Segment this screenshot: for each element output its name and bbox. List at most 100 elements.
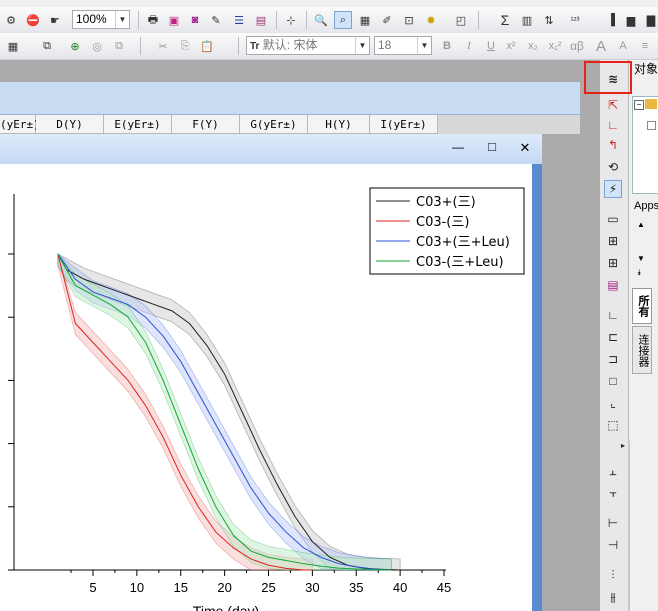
frame-l-icon[interactable]: ∟ — [607, 308, 619, 322]
separator — [238, 37, 239, 55]
pointer-icon[interactable]: ☛ — [50, 14, 60, 27]
layer-frame-icon[interactable]: ▭ — [607, 212, 619, 226]
format-toolbar: ▦ ⧉ ⊕ ◎ ⧉ ✂ ⎘ 📋 Tr 默认: 宋体 ▼ 18 ▼ B I U x… — [0, 33, 658, 60]
window-icon[interactable]: ▣ — [168, 14, 180, 27]
rescale-red-icon[interactable]: ⇱ — [607, 98, 619, 112]
axis-red-icon[interactable]: ∟ — [607, 118, 619, 132]
notes-icon[interactable]: ✎ — [211, 14, 221, 27]
series-line — [57, 253, 313, 571]
chevron-down-icon[interactable]: ▼ — [355, 37, 369, 54]
results-icon[interactable]: ▦ — [359, 14, 371, 27]
more-tools-icon[interactable]: ▸ — [620, 440, 625, 450]
close-button[interactable]: ✕ — [519, 140, 531, 155]
chevron-down-icon[interactable]: ▼ — [115, 11, 129, 28]
scroll-down-icon[interactable]: ▼ — [637, 254, 645, 263]
sigma-icon[interactable]: Σ — [500, 12, 510, 28]
grow-font-button[interactable]: A — [595, 37, 606, 55]
sort-icon[interactable]: ⇅ — [544, 14, 554, 27]
bar-plot-icon[interactable]: ▆ — [626, 14, 636, 27]
greek-button[interactable]: αβ — [570, 39, 584, 53]
worksheet-icon[interactable]: ☰ — [234, 14, 244, 27]
panel-title: 对象 — [634, 62, 658, 76]
run-script-icon[interactable]: ⚙ — [6, 14, 16, 27]
supsub-button[interactable]: x₁² — [548, 40, 562, 52]
layer-icon[interactable]: ⧉ — [43, 39, 51, 52]
frame-full-icon[interactable]: □ — [609, 374, 617, 388]
worksheet-titlebar[interactable] — [0, 82, 580, 115]
distribute-icon[interactable]: ⫶ — [611, 567, 615, 582]
frame-dashed-icon[interactable]: ⬚ — [607, 418, 619, 432]
align-icon[interactable]: ≡ — [641, 40, 649, 52]
scroll-end-icon[interactable]: ⯯ — [637, 268, 642, 277]
distribute-2-icon[interactable]: ⫵ — [610, 589, 616, 604]
column-header[interactable]: I(yEr±) — [370, 115, 438, 134]
stacked-plot-icon[interactable]: ▇ — [646, 14, 656, 27]
tab-all[interactable]: 所有 — [632, 288, 652, 324]
align-right-icon[interactable]: ⊣ — [607, 538, 619, 552]
layout-icon[interactable]: ◙ — [191, 14, 199, 26]
tab-connectors[interactable]: 连接器 — [632, 326, 652, 374]
align-left-icon[interactable]: ⊢ — [607, 516, 619, 530]
data-selector-icon[interactable]: ≋ — [607, 72, 619, 86]
rotate-icon[interactable]: ⟲ — [607, 160, 619, 174]
frame-corner-icon[interactable]: ⌞ — [610, 396, 616, 410]
cut-icon[interactable]: ✂ — [158, 40, 168, 53]
underline-button[interactable]: U — [487, 40, 495, 52]
code-builder-icon[interactable]: ✐ — [382, 14, 392, 27]
series-line — [57, 253, 392, 571]
shrink-font-button[interactable]: A — [619, 40, 627, 52]
tree-child-expand-icon[interactable] — [647, 121, 656, 130]
data-reader-icon[interactable]: ⌕ — [334, 11, 352, 29]
column-header[interactable]: (yEr±) — [0, 115, 40, 134]
subscript-button[interactable]: x₂ — [528, 40, 538, 52]
scroll-up-icon[interactable]: ▲ — [637, 220, 645, 229]
merge-icon[interactable]: ▤ — [607, 278, 619, 292]
maximize-button[interactable]: □ — [488, 139, 496, 154]
italic-button[interactable]: I — [467, 40, 471, 52]
multi-layer-icon[interactable]: ⊞ — [607, 234, 619, 248]
chevron-down-icon[interactable]: ▼ — [417, 37, 431, 54]
pick-points-icon[interactable]: ⚡ — [604, 180, 622, 198]
column-header[interactable]: D(Y) — [36, 115, 104, 134]
align-top-icon[interactable]: ⫠ — [609, 463, 617, 478]
superscript-button[interactable]: x² — [506, 40, 516, 52]
axis-red-2-icon[interactable]: ↰ — [607, 138, 619, 152]
zoom-combo[interactable]: 100% ▼ — [72, 10, 130, 29]
font-prefix: 默认: — [262, 38, 291, 52]
minimize-button[interactable]: — — [452, 140, 464, 154]
bookmark-icon[interactable]: ◰ — [455, 14, 467, 27]
align-mid-icon[interactable]: ⫟ — [609, 485, 617, 500]
font-combo[interactable]: Tr 默认: 宋体 ▼ — [246, 36, 370, 55]
x-tick-label: 35 — [349, 580, 363, 595]
print-icon[interactable]: 🖶 — [147, 13, 159, 26]
column-header[interactable]: E(yEr±) — [104, 115, 172, 134]
column-header[interactable]: F(Y) — [172, 115, 240, 134]
tree-expand-icon[interactable]: − — [634, 100, 644, 110]
column-plot-icon[interactable]: ▐ — [607, 14, 615, 26]
series-line — [57, 253, 392, 571]
column-header[interactable]: H(Y) — [308, 115, 370, 134]
column-header[interactable]: G(yEr±) — [240, 115, 308, 134]
copy-icon[interactable]: ⎘ — [180, 39, 190, 52]
matrix-icon[interactable]: ▤ — [255, 14, 267, 27]
font-size-value: 18 — [378, 38, 392, 52]
apps-gear-icon[interactable]: ✹ — [426, 14, 436, 27]
grid-icon[interactable]: ▦ — [7, 40, 19, 53]
add-plot-icon[interactable]: ⊕ — [70, 40, 80, 53]
column-stats-icon[interactable]: ▥ — [521, 14, 533, 27]
tree-icon[interactable]: ⊹ — [286, 14, 296, 27]
zoom-in-icon[interactable]: 🔍 — [314, 14, 328, 27]
bold-button[interactable]: B — [443, 40, 451, 52]
duplicate-icon[interactable]: ⧉ — [115, 39, 123, 52]
refresh-icon[interactable]: ◎ — [92, 40, 102, 53]
x-axis-label: Time (day) — [193, 603, 259, 611]
paste-icon[interactable]: 📋 — [200, 40, 214, 53]
command-window-icon[interactable]: ⊡ — [404, 14, 414, 27]
font-size-combo[interactable]: 18 ▼ — [374, 36, 432, 55]
frame-box-icon[interactable]: ⊏ — [607, 330, 619, 344]
arrange-layers-icon[interactable]: ⊞ — [607, 256, 619, 270]
stop-icon[interactable]: ⛔ — [26, 14, 40, 27]
frame-r-icon[interactable]: ⊐ — [607, 352, 619, 366]
graph-window-titlebar[interactable] — [0, 134, 542, 164]
set-values-icon[interactable]: ¹²³ — [570, 15, 580, 25]
